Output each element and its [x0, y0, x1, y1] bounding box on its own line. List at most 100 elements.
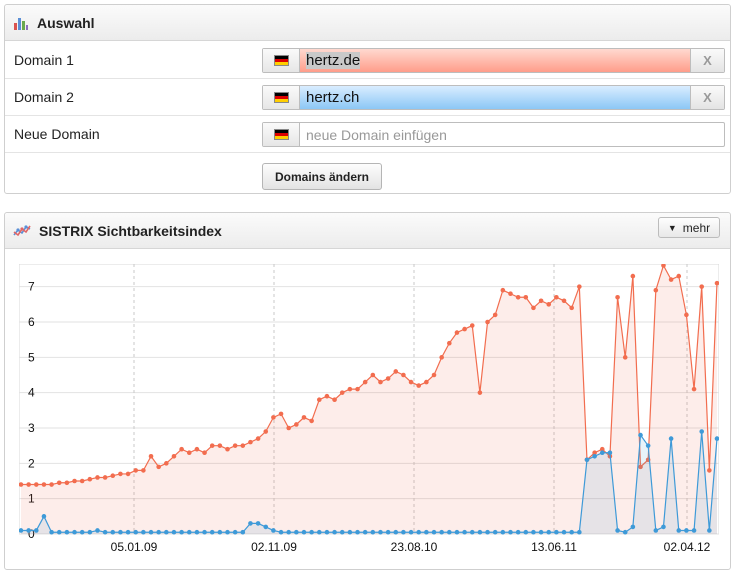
data-point	[661, 264, 666, 268]
data-point	[707, 528, 712, 533]
data-point	[515, 529, 521, 535]
country-select-button[interactable]	[263, 49, 300, 72]
domain2-value[interactable]: hertz.ch	[306, 89, 360, 106]
domain1-field[interactable]: hertz.de X	[262, 48, 725, 73]
data-point	[599, 446, 605, 452]
data-point	[271, 528, 276, 533]
data-point	[447, 340, 452, 346]
data-point	[133, 529, 139, 535]
data-point	[462, 326, 467, 332]
remove-domain2-button[interactable]: X	[690, 86, 724, 109]
data-point	[309, 418, 314, 424]
data-point	[469, 323, 475, 328]
data-point	[202, 450, 207, 456]
data-point	[577, 284, 582, 289]
series-area-1	[21, 265, 717, 534]
data-point	[531, 529, 536, 535]
data-point	[492, 312, 498, 318]
data-point	[278, 411, 284, 417]
data-point	[645, 443, 651, 448]
data-point	[424, 529, 429, 535]
data-point	[286, 529, 291, 535]
data-point	[255, 521, 261, 526]
visibility-header: SISTRIX Sichtbarkeitsindex ▼ mehr	[5, 213, 730, 249]
selection-title: Auswahl	[37, 14, 95, 31]
data-point	[508, 529, 513, 535]
country-select-button[interactable]	[263, 86, 300, 109]
data-point	[49, 482, 54, 487]
data-point	[653, 528, 659, 533]
data-point	[454, 529, 460, 535]
data-point	[554, 529, 559, 535]
new-domain-input[interactable]	[300, 125, 724, 144]
y-tick-label: 6	[28, 315, 35, 329]
data-point	[171, 529, 177, 535]
new-domain-label: Neue Domain	[14, 126, 100, 142]
data-point	[485, 319, 490, 325]
data-point	[141, 529, 146, 535]
data-point	[301, 415, 307, 420]
data-point	[355, 386, 360, 392]
data-point	[263, 429, 269, 434]
y-tick-label: 3	[28, 421, 35, 435]
data-point	[102, 529, 108, 535]
data-point	[615, 294, 620, 300]
data-point	[668, 277, 674, 282]
change-domains-button[interactable]: Domains ändern	[262, 163, 382, 190]
data-point	[286, 425, 291, 431]
data-point	[684, 312, 689, 318]
domain1-label: Domain 1	[14, 52, 74, 68]
data-point	[378, 529, 383, 535]
data-point	[72, 478, 77, 484]
data-point	[431, 372, 437, 378]
data-point	[355, 529, 360, 535]
selection-panel: Auswahl Domain 1 hertz.de X Domain 2 her…	[4, 4, 731, 194]
data-point	[118, 529, 123, 535]
data-point	[294, 422, 299, 427]
data-point	[56, 480, 62, 486]
germany-flag-icon	[273, 129, 289, 140]
data-point	[179, 446, 184, 452]
data-point	[699, 284, 705, 289]
data-point	[316, 397, 322, 403]
selection-header: Auswahl	[5, 5, 730, 41]
data-point	[462, 529, 467, 535]
germany-flag-icon	[273, 55, 289, 66]
data-point	[653, 287, 659, 293]
data-point	[148, 453, 154, 459]
chevron-down-icon: ▼	[667, 222, 677, 233]
new-domain-field[interactable]	[262, 122, 725, 147]
data-point	[538, 298, 544, 304]
data-point	[546, 302, 552, 307]
domain1-value[interactable]: hertz.de	[306, 52, 361, 69]
data-point	[33, 482, 39, 487]
data-point	[255, 436, 261, 441]
data-point	[630, 524, 636, 530]
data-point	[248, 439, 253, 445]
data-point	[622, 355, 628, 360]
more-button[interactable]: ▼ mehr	[658, 217, 720, 238]
data-point	[408, 529, 414, 535]
data-point	[164, 529, 169, 535]
domain2-field[interactable]: hertz.ch X	[262, 85, 725, 110]
data-point	[95, 475, 100, 480]
data-point	[569, 305, 574, 311]
data-point	[95, 528, 100, 533]
more-label: mehr	[682, 220, 711, 235]
data-point	[156, 464, 161, 470]
data-point	[324, 393, 330, 399]
data-point	[19, 528, 24, 533]
data-point	[531, 305, 536, 311]
remove-domain1-button[interactable]: X	[690, 49, 724, 72]
data-point	[125, 471, 131, 477]
data-point	[209, 443, 215, 448]
data-point	[668, 436, 674, 441]
data-point	[141, 468, 146, 473]
data-point	[171, 453, 177, 459]
data-point	[110, 473, 116, 478]
country-select-button[interactable]	[263, 123, 300, 146]
data-point	[439, 529, 444, 535]
data-point	[500, 287, 506, 293]
data-point	[676, 528, 682, 533]
data-point	[393, 529, 399, 535]
